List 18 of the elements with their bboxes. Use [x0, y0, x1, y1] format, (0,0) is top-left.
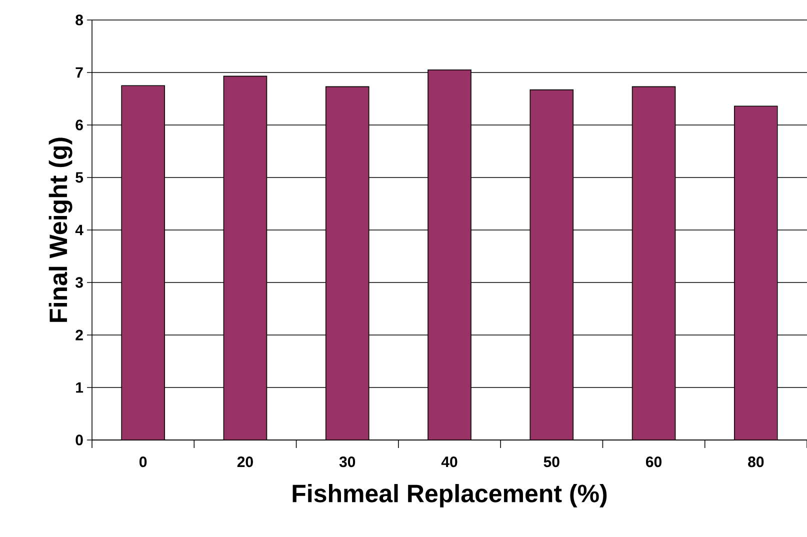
- y-tick-label: 4: [75, 224, 84, 236]
- x-tick-label: 80: [748, 456, 764, 468]
- x-tick-label: 30: [339, 456, 356, 468]
- y-tick-label: 0: [76, 434, 83, 446]
- x-axis-title: Fishmeal Replacement (%): [292, 484, 607, 508]
- x-tick-label: 0: [140, 456, 147, 468]
- y-tick-label: 6: [76, 120, 83, 130]
- y-tick-label: 3: [75, 277, 83, 288]
- y-tick-label: 1: [76, 382, 84, 393]
- x-tick-label: 20: [237, 456, 253, 468]
- y-tick-label: 7: [76, 67, 83, 78]
- x-tick-label: 60: [646, 456, 662, 468]
- y-axis-title: Final Weight (g): [48, 138, 72, 322]
- x-tick-label: 40: [441, 456, 458, 468]
- y-tick-label: 2: [76, 330, 83, 340]
- y-tick-label: 8: [76, 14, 83, 26]
- y-tick-label: 5: [76, 172, 84, 183]
- x-tick-label: 50: [544, 456, 560, 468]
